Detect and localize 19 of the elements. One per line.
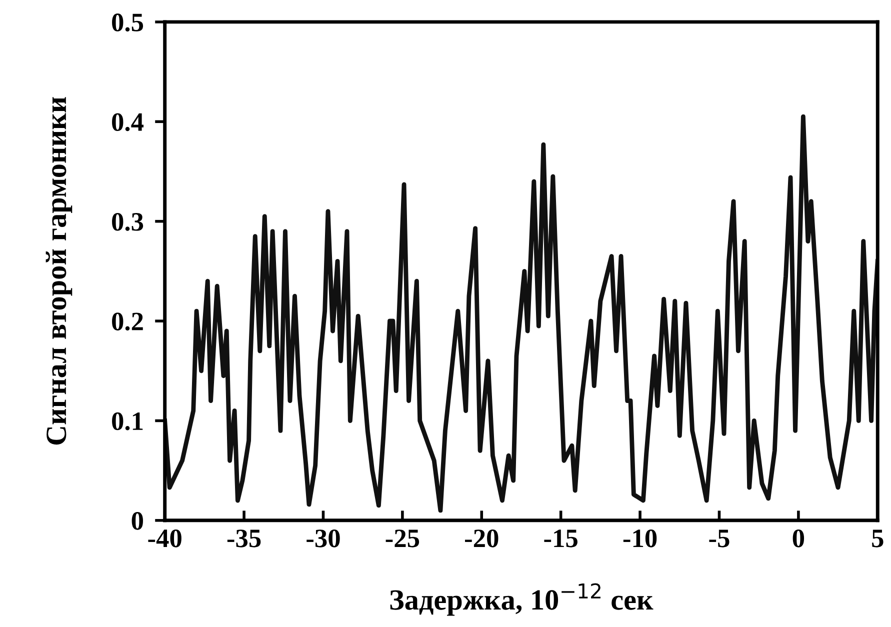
x-tick-label: -30 bbox=[306, 530, 340, 548]
y-tick-label: 0 bbox=[132, 512, 143, 530]
x-tick-label: -5 bbox=[709, 530, 730, 548]
y-axis-title: Сигнал второй гармоники bbox=[46, 97, 72, 445]
x-tick-label: -10 bbox=[623, 530, 657, 548]
x-tick-label: -40 bbox=[148, 530, 182, 548]
y-tick-label: 0.2 bbox=[112, 312, 143, 331]
x-tick-label: -35 bbox=[227, 530, 261, 548]
y-tick-label: 0.3 bbox=[112, 212, 144, 231]
y-tick-label: 0.4 bbox=[112, 113, 144, 132]
line-series bbox=[164, 114, 878, 513]
x-tick-label: 0 bbox=[792, 530, 804, 548]
x-tick-label: -15 bbox=[544, 530, 578, 548]
x-axis-title: Задержка, 10$^{−12}$ сек bbox=[390, 583, 654, 616]
x-tick-label: -25 bbox=[386, 530, 420, 548]
y-tick-label: 0.5 bbox=[112, 14, 144, 32]
x-tick-label: -20 bbox=[465, 530, 498, 548]
y-tick-label: 0.1 bbox=[112, 412, 143, 430]
x-tick-label: 5 bbox=[872, 530, 884, 548]
